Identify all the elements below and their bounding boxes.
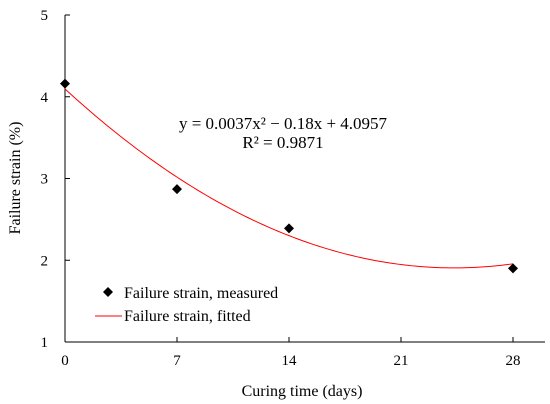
data-point (172, 184, 182, 195)
legend-label-measured: Failure strain, measured (124, 285, 278, 302)
legend-diamond-marker (103, 287, 113, 297)
r-squared-annotation: R² = 0.9871 (242, 133, 323, 152)
data-point (60, 78, 70, 89)
y-tick-label: 5 (41, 8, 49, 24)
x-tick-label: 21 (394, 353, 409, 369)
x-axis-title: Curing time (days) (242, 383, 363, 400)
y-ticks: 1 2 3 4 5 (41, 8, 70, 351)
fitted-curve (64, 88, 514, 269)
y-tick-label: 4 (41, 90, 49, 106)
data-point (508, 263, 518, 274)
x-tick-label: 7 (173, 353, 181, 369)
y-tick-label: 2 (41, 253, 49, 269)
x-tick-label: 0 (61, 353, 69, 369)
legend: Failure strain, measured Failure strain,… (95, 285, 278, 325)
measured-points (60, 78, 518, 274)
x-tick-label: 14 (282, 353, 298, 369)
x-ticks: 0 7 14 21 28 (61, 337, 521, 369)
legend-label-fitted: Failure strain, fitted (124, 308, 251, 325)
x-tick-label: 28 (506, 353, 521, 369)
data-point (284, 223, 294, 234)
y-tick-label: 3 (41, 172, 49, 188)
y-axis-title: Failure strain (%) (7, 122, 24, 235)
equation-annotation: y = 0.0037x² − 0.18x + 4.0957 (179, 114, 388, 133)
y-tick-label: 1 (41, 335, 49, 351)
